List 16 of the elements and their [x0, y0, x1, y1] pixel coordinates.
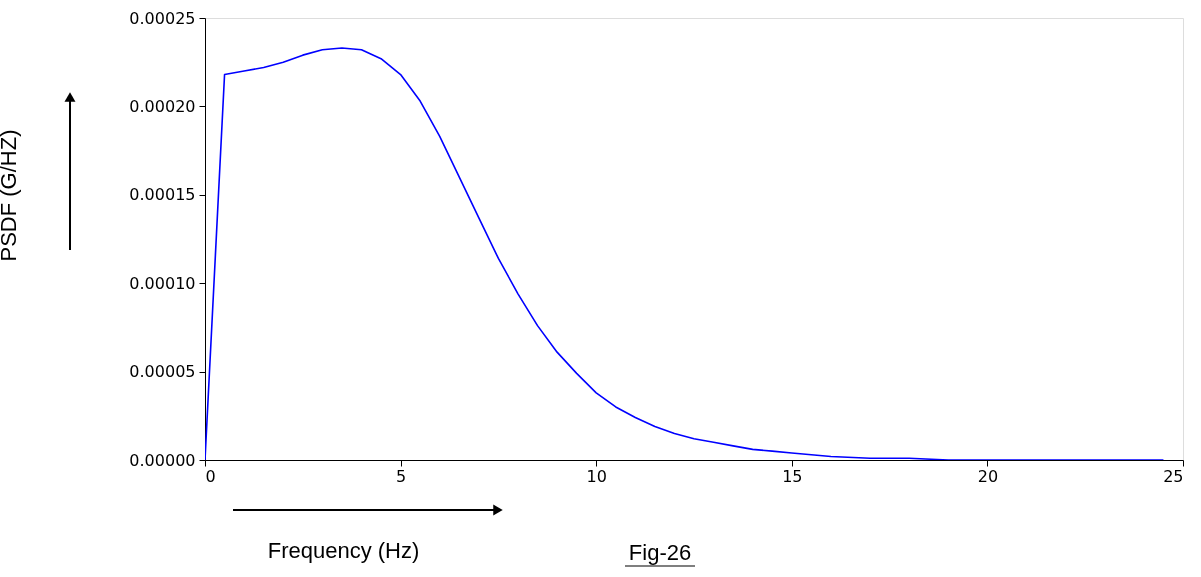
x-tick-label: 25	[1163, 466, 1184, 486]
y-tick-label: 0.00000	[129, 450, 196, 470]
x-tick-label: 5	[396, 466, 407, 486]
y-tick-label: 0.00020	[129, 96, 196, 116]
y-tick-label: 0.00015	[129, 185, 196, 205]
y-tick-label: 0.00005	[129, 362, 196, 382]
x-tick-label: 15	[782, 466, 803, 486]
y-tick-label: 0.00025	[129, 8, 196, 28]
x-tick-label: 0	[205, 466, 216, 486]
y-tick-label: 0.00010	[129, 273, 196, 293]
text: Fig-26	[628, 540, 692, 565]
x-tick-label: 10	[586, 466, 607, 486]
line-series	[205, 47, 1165, 460]
x-axis-title: Frequency (Hz)	[267, 537, 420, 563]
x-tick-label: 20	[977, 466, 999, 486]
y-axis-title: PSDF (G/HZ)	[0, 129, 21, 262]
